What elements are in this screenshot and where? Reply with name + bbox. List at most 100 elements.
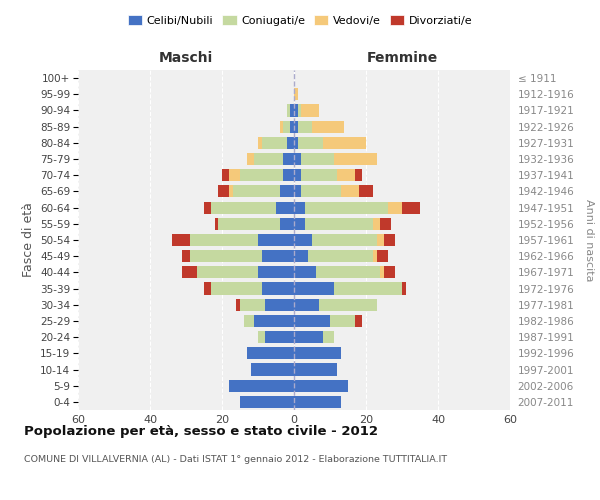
Bar	[211, 282, 262, 294]
Bar	[258, 331, 265, 343]
Bar	[254, 153, 283, 165]
Bar	[312, 234, 377, 246]
Bar	[218, 218, 280, 230]
Bar	[298, 120, 312, 132]
Bar	[294, 250, 308, 262]
Bar	[373, 250, 377, 262]
Bar	[265, 331, 294, 343]
Bar	[308, 250, 373, 262]
Bar	[355, 315, 362, 327]
Bar	[262, 282, 294, 294]
Bar	[294, 380, 348, 392]
Bar	[380, 218, 391, 230]
Bar	[262, 137, 287, 149]
Bar	[301, 186, 341, 198]
Bar	[355, 169, 362, 181]
Bar	[294, 266, 316, 278]
Bar	[265, 298, 294, 311]
Bar	[323, 331, 334, 343]
Bar	[290, 104, 294, 117]
Bar	[334, 282, 402, 294]
Bar	[402, 202, 420, 213]
Bar	[280, 186, 294, 198]
Bar	[283, 169, 294, 181]
Bar	[294, 120, 298, 132]
Bar	[330, 315, 355, 327]
Bar	[229, 380, 294, 392]
Bar	[222, 169, 229, 181]
Bar	[294, 364, 337, 376]
Bar	[240, 298, 265, 311]
Bar	[294, 315, 330, 327]
Bar	[204, 282, 211, 294]
Bar	[294, 396, 341, 408]
Bar	[229, 169, 240, 181]
Bar	[197, 266, 258, 278]
Y-axis label: Anni di nascita: Anni di nascita	[584, 198, 594, 281]
Bar	[373, 218, 380, 230]
Bar	[294, 202, 305, 213]
Bar	[334, 153, 377, 165]
Text: COMUNE DI VILLALVERNIA (AL) - Dati ISTAT 1° gennaio 2012 - Elaborazione TUTTITAL: COMUNE DI VILLALVERNIA (AL) - Dati ISTAT…	[24, 455, 447, 464]
Bar	[247, 153, 254, 165]
Bar	[301, 153, 334, 165]
Bar	[236, 298, 240, 311]
Text: Popolazione per età, sesso e stato civile - 2012: Popolazione per età, sesso e stato civil…	[24, 425, 378, 438]
Bar	[294, 169, 301, 181]
Bar	[240, 169, 283, 181]
Bar	[290, 120, 294, 132]
Bar	[323, 137, 366, 149]
Text: Femmine: Femmine	[367, 51, 437, 65]
Bar	[298, 104, 301, 117]
Bar	[258, 266, 294, 278]
Bar	[182, 250, 190, 262]
Bar	[258, 137, 262, 149]
Text: Maschi: Maschi	[159, 51, 213, 65]
Bar	[172, 234, 190, 246]
Bar	[182, 266, 197, 278]
Bar	[283, 153, 294, 165]
Bar	[254, 315, 294, 327]
Bar	[337, 169, 355, 181]
Bar	[294, 104, 298, 117]
Bar	[276, 202, 294, 213]
Bar	[240, 396, 294, 408]
Bar	[294, 348, 341, 360]
Bar	[301, 169, 337, 181]
Bar	[229, 186, 233, 198]
Bar	[294, 137, 298, 149]
Bar	[294, 186, 301, 198]
Bar	[283, 120, 290, 132]
Bar	[294, 218, 305, 230]
Bar	[280, 218, 294, 230]
Bar	[211, 202, 276, 213]
Bar	[377, 234, 384, 246]
Bar	[215, 218, 218, 230]
Bar	[402, 282, 406, 294]
Bar	[384, 234, 395, 246]
Bar	[312, 120, 344, 132]
Bar	[280, 120, 283, 132]
Bar	[305, 202, 388, 213]
Bar	[305, 218, 373, 230]
Bar	[294, 298, 319, 311]
Bar	[218, 186, 229, 198]
Bar	[294, 234, 312, 246]
Bar	[388, 202, 402, 213]
Bar	[301, 104, 319, 117]
Bar	[319, 298, 377, 311]
Bar	[294, 331, 323, 343]
Bar	[287, 137, 294, 149]
Bar	[251, 364, 294, 376]
Bar	[287, 104, 290, 117]
Bar	[377, 250, 388, 262]
Legend: Celibi/Nubili, Coniugati/e, Vedovi/e, Divorziati/e: Celibi/Nubili, Coniugati/e, Vedovi/e, Di…	[124, 10, 476, 30]
Bar	[258, 234, 294, 246]
Bar	[294, 153, 301, 165]
Bar	[359, 186, 373, 198]
Bar	[341, 186, 359, 198]
Bar	[244, 315, 254, 327]
Bar	[233, 186, 280, 198]
Bar	[247, 348, 294, 360]
Bar	[204, 202, 211, 213]
